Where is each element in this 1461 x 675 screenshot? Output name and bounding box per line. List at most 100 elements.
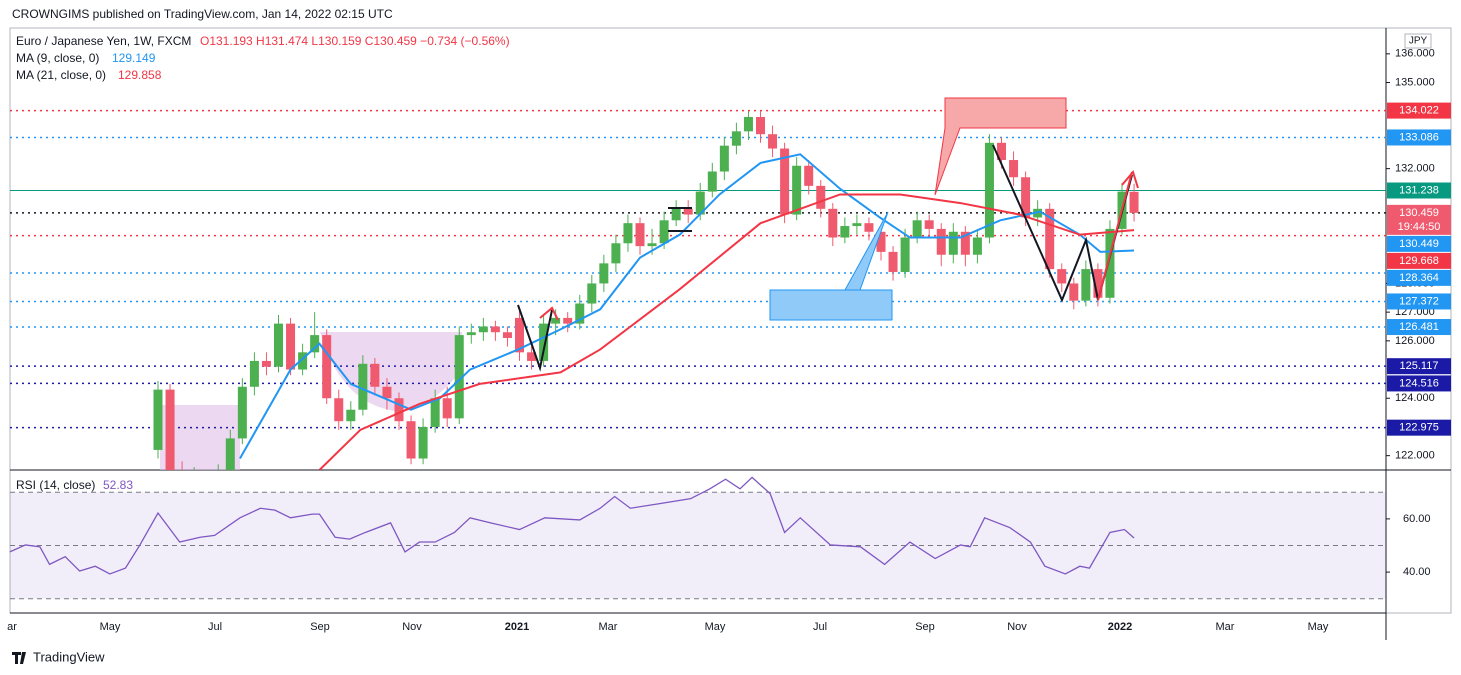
- price-tag-label: 128.364: [1399, 272, 1439, 284]
- y-tick-label: 126.000: [1395, 335, 1435, 347]
- candle-body: [804, 165, 814, 186]
- y-tick-label: 135.000: [1395, 76, 1435, 88]
- candle-body: [261, 360, 271, 367]
- candle-body: [888, 251, 898, 272]
- candle-body: [924, 220, 934, 229]
- rsi-value: 52.83: [103, 478, 133, 492]
- candle-body: [587, 283, 597, 304]
- candle-body: [274, 323, 283, 367]
- candle-body: [864, 223, 874, 232]
- ma-value: 129.858: [118, 68, 162, 82]
- ma-line: [318, 193, 1135, 470]
- countdown: 19:44:50: [1398, 221, 1441, 233]
- main-pane: [10, 97, 1386, 470]
- price-tag-label: 126.481: [1399, 321, 1439, 333]
- candle-body: [599, 263, 609, 284]
- candle-body: [816, 185, 826, 209]
- candle-body: [635, 223, 645, 247]
- candle-body: [948, 231, 958, 255]
- price-tag-label: 130.459: [1399, 207, 1439, 219]
- candle-body: [406, 421, 416, 459]
- price-tag: [1387, 129, 1451, 146]
- x-tick-label: 2021: [505, 621, 529, 633]
- candle-body: [490, 326, 500, 333]
- candle-body: [249, 360, 259, 387]
- candle-body: [442, 398, 452, 419]
- publisher: CROWNGIMS published on TradingView.com, …: [12, 7, 393, 21]
- candle-body: [382, 386, 392, 399]
- candle-body: [611, 243, 621, 264]
- x-tick-label: Jul: [208, 621, 222, 633]
- logo: [12, 652, 26, 664]
- arrow: [1121, 169, 1139, 189]
- candle-body: [984, 142, 994, 238]
- x-tick-label: May: [1308, 621, 1329, 633]
- x-tick-label: Sep: [915, 621, 935, 633]
- candle-body: [1081, 269, 1091, 301]
- price-tag-label: 134.022: [1399, 105, 1439, 117]
- candle-body: [1093, 269, 1103, 298]
- price-tag: [1387, 235, 1451, 252]
- price-tag: [1387, 293, 1451, 310]
- candle-body: [358, 363, 368, 410]
- candle-body: [575, 303, 585, 324]
- price-tag: [1387, 269, 1451, 286]
- x-tick-label: Nov: [402, 621, 422, 633]
- candle-body: [768, 134, 778, 149]
- candle-body: [900, 237, 910, 272]
- x-tick-label: May: [705, 621, 726, 633]
- callout: [769, 211, 893, 321]
- candle-body: [1105, 228, 1115, 298]
- candle-body: [430, 398, 440, 427]
- callout: [934, 97, 1067, 196]
- candle-body: [322, 335, 332, 399]
- candle-body: [647, 243, 657, 247]
- candle-body: [1021, 177, 1031, 218]
- candle-body: [165, 389, 175, 470]
- symbol: Euro / Japanese Yen, 1W, FXCM: [16, 34, 191, 48]
- candle-body: [418, 426, 428, 459]
- candle-body: [997, 142, 1006, 161]
- price-tag: [1387, 102, 1451, 119]
- candle-body: [502, 332, 512, 338]
- ma-label: MA (9, close, 0): [16, 51, 99, 65]
- price-tag: [1387, 358, 1451, 375]
- price-tag: [1387, 375, 1451, 392]
- candle-body: [659, 220, 669, 244]
- rsi-line: [9, 476, 1135, 575]
- candle-body: [1057, 269, 1067, 284]
- candle-body: [515, 317, 524, 353]
- ma-label: MA (21, close, 0): [16, 68, 106, 82]
- candle-body: [623, 223, 633, 244]
- y-tick-label: 124.000: [1395, 392, 1435, 404]
- candle-body: [852, 223, 862, 227]
- x-tick-label: Nov: [1007, 621, 1027, 633]
- currency: JPY: [1409, 36, 1428, 47]
- price-tag: [1387, 204, 1451, 235]
- candle-body: [1045, 208, 1055, 270]
- pattern-shade: [160, 405, 240, 470]
- x-tick-label: Mar: [599, 621, 618, 633]
- x-tick-label: Sep: [310, 621, 330, 633]
- candle-body: [1009, 160, 1019, 178]
- candle-body: [394, 398, 404, 422]
- candle-body: [960, 231, 970, 255]
- candle-body: [972, 237, 982, 255]
- candle-body: [683, 208, 693, 215]
- candle-body: [792, 165, 802, 215]
- y-tick-label: 122.000: [1395, 450, 1435, 462]
- x-tick-label: Mar: [1216, 621, 1235, 633]
- candle-body: [539, 323, 549, 361]
- candle-body: [731, 131, 741, 146]
- price-tag-label: 131.238: [1399, 184, 1439, 196]
- candle-body: [551, 317, 561, 324]
- candle-body: [237, 386, 247, 439]
- price-tag: [1387, 252, 1451, 269]
- y-tick-label: 136.000: [1395, 48, 1435, 60]
- arrow: [539, 306, 559, 321]
- candle-body: [707, 171, 717, 192]
- candle-body: [671, 208, 681, 221]
- candle-body: [1129, 191, 1139, 213]
- candle-body: [780, 148, 790, 215]
